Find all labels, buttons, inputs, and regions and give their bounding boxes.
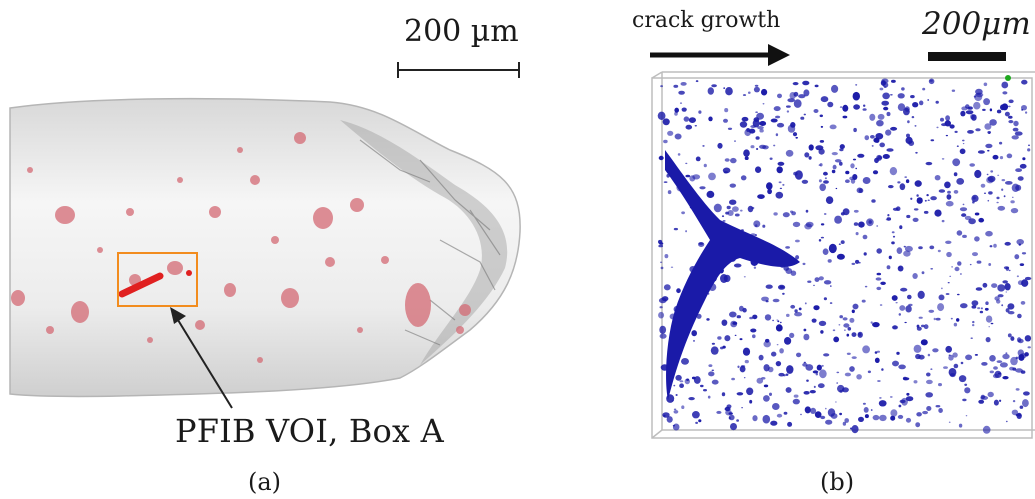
voi-box — [117, 252, 198, 307]
crack-b — [665, 150, 800, 400]
panel-a-figure — [9, 62, 521, 409]
scale-bar-a-label: 200 µm — [404, 14, 519, 49]
sample-end-cracks — [359, 139, 501, 346]
sample-end-texture — [340, 120, 508, 365]
pores-a — [11, 132, 471, 363]
sample-body — [9, 97, 521, 398]
crack-growth-label: crack growth — [632, 8, 781, 33]
panel-a: 200 µm PFIB VOI, Box A (a) — [9, 14, 521, 496]
panel-b: crack growth 200μm (b) — [620, 0, 1035, 499]
scale-bar-b — [928, 52, 1006, 61]
box-annotation-label: PFIB VOI, Box A — [175, 412, 444, 450]
crack-feature — [118, 270, 192, 298]
caption-a: (a) — [248, 468, 282, 496]
caption-b: (b) — [820, 468, 855, 496]
scale-bar-a — [397, 62, 520, 78]
crack-growth-arrow — [650, 44, 790, 66]
volume-frame — [651, 71, 1035, 439]
annotation-arrow — [170, 307, 233, 409]
scale-bar-b-label: 200μm — [922, 6, 1031, 42]
panel-b-figure — [650, 44, 1035, 439]
green-marker — [1005, 75, 1011, 81]
